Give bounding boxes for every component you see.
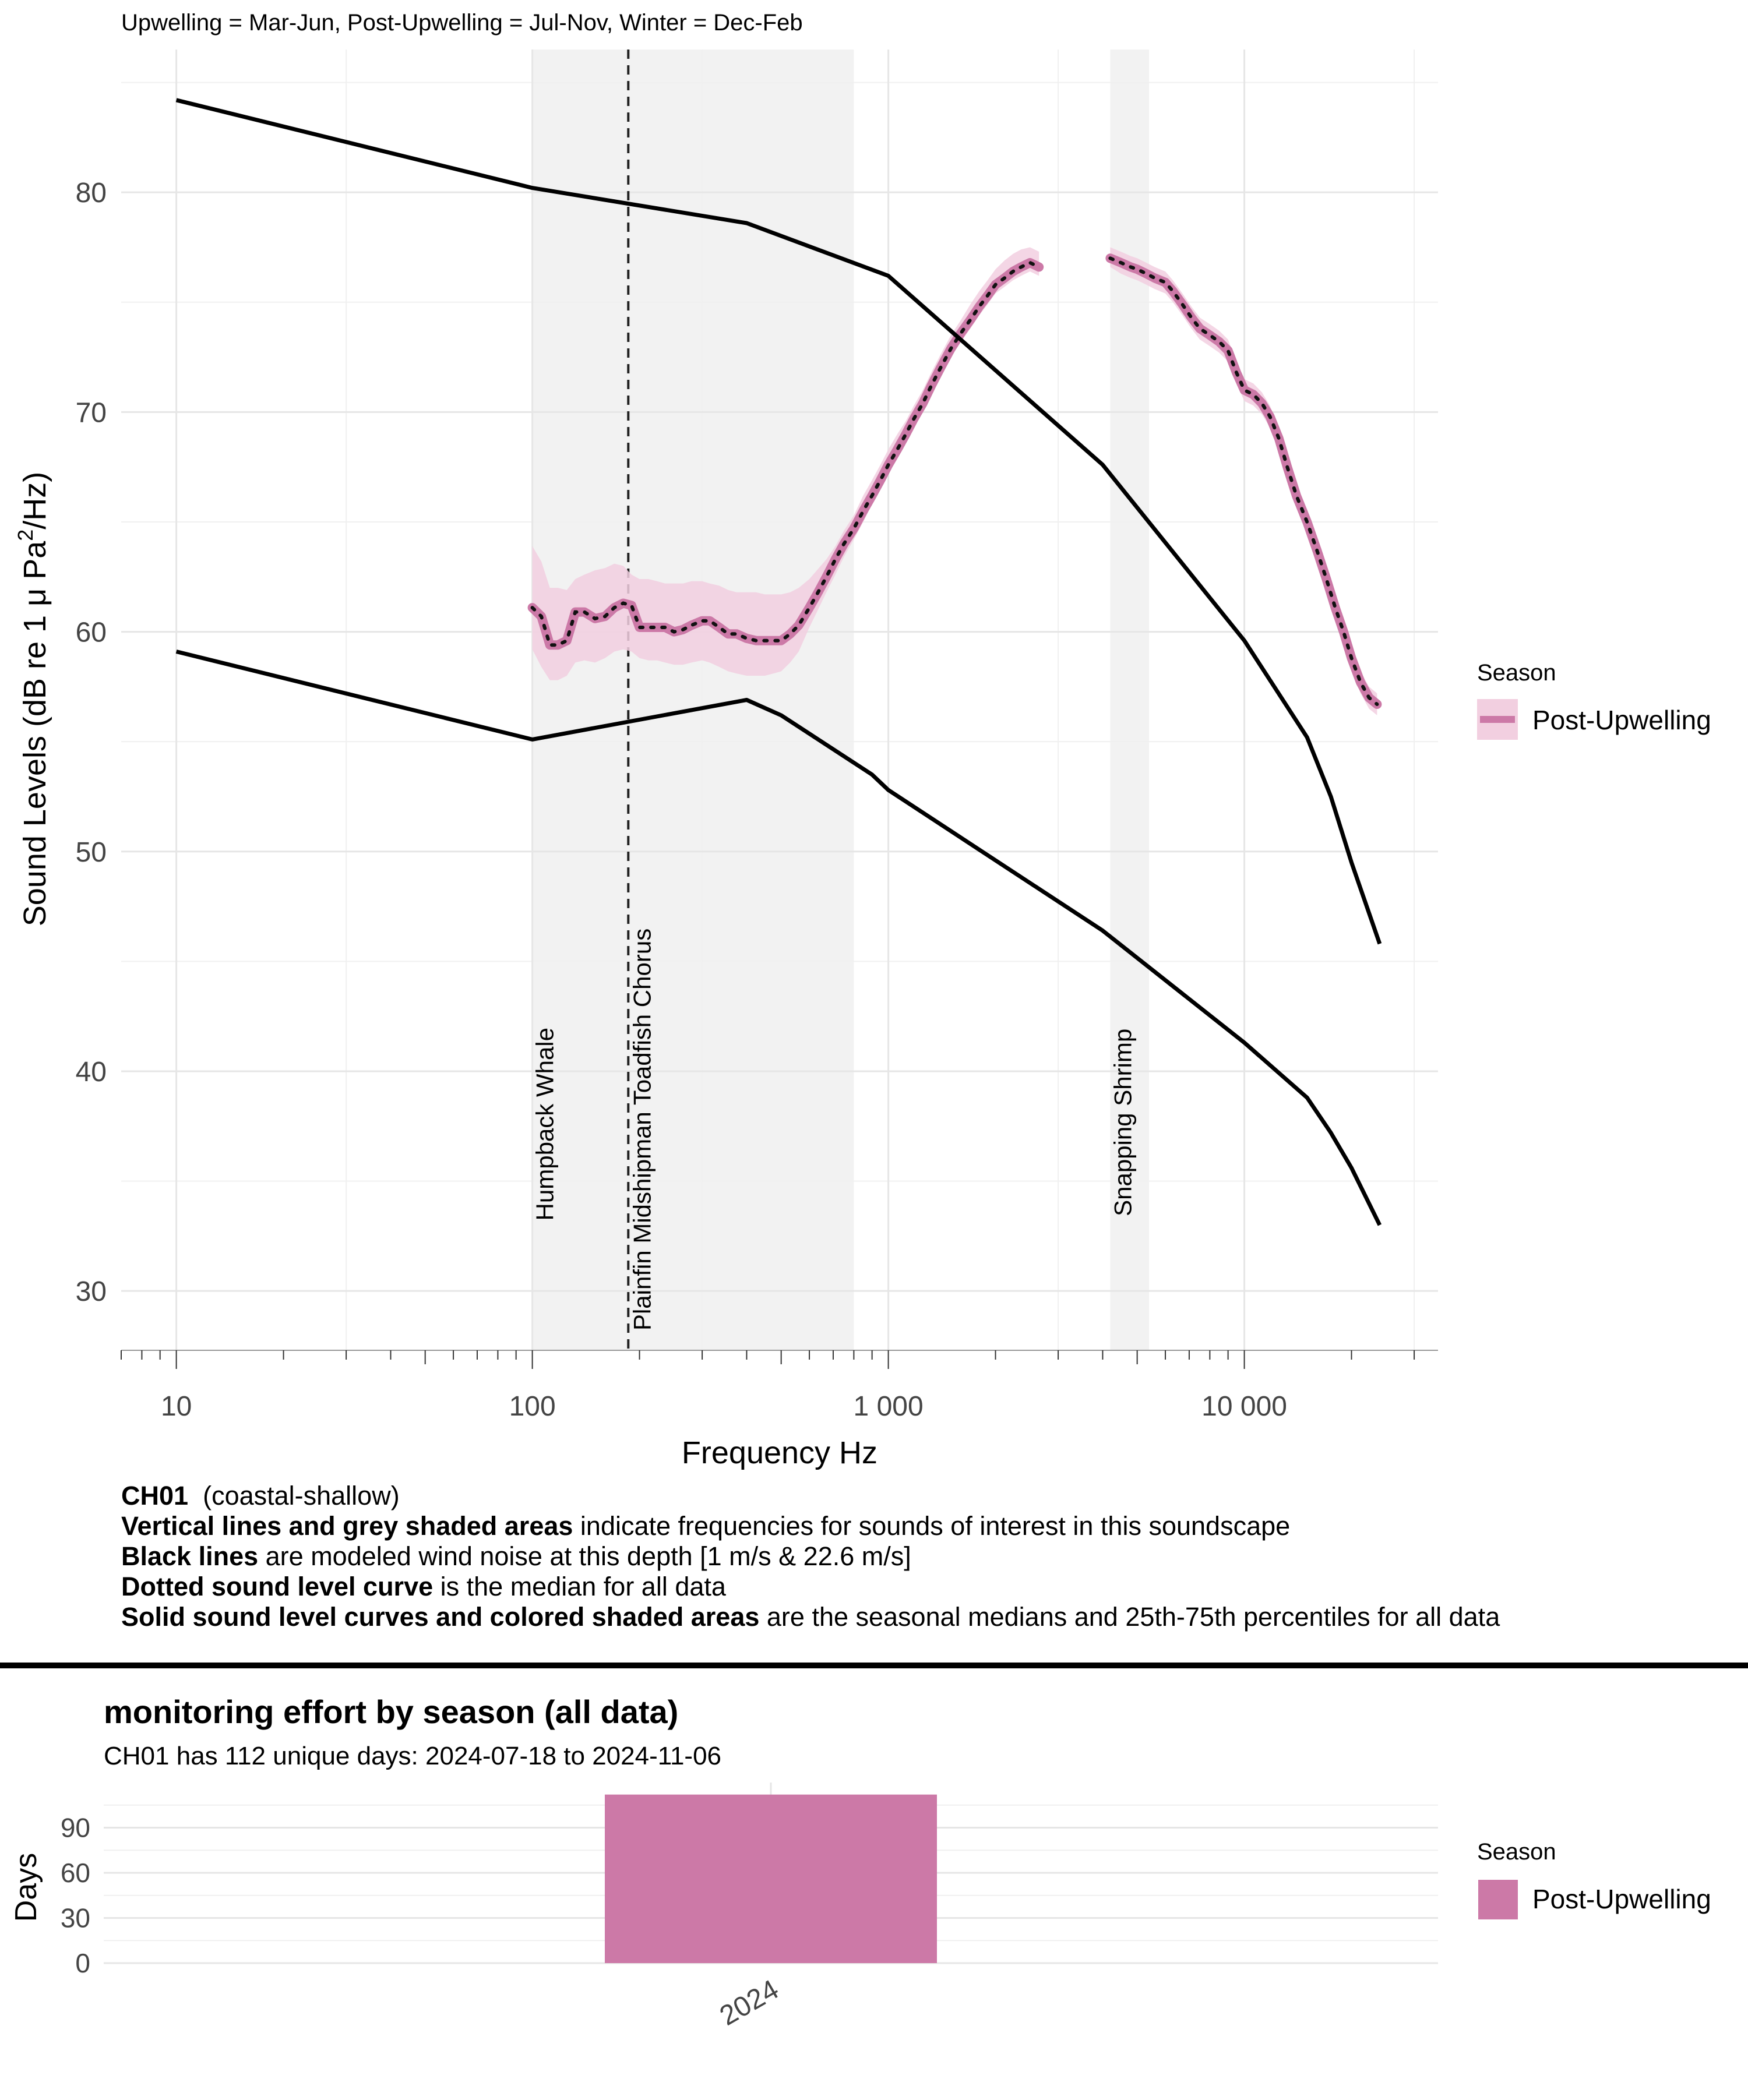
effort-legend-title: Season [1477,1839,1556,1865]
effort-y-tick-label-2: 60 [61,1858,90,1888]
y-axis-title-unit: /Hz) [17,472,52,530]
effort-legend-label: Post-Upwelling [1532,1884,1711,1914]
y-tick-label-0: 30 [76,1276,107,1307]
model-wind-line-1 [175,650,1382,1226]
shade-band-0 [532,50,854,1350]
effort-y-tick-label-3: 90 [61,1813,90,1843]
effort-title: monitoring effort by season (all data) [104,1693,679,1730]
model-wind-line-0 [175,98,1382,945]
y-tick-label-5: 80 [76,178,107,209]
effort-y-tick-label-0: 0 [75,1948,90,1978]
y-axis-title-main: Sound Levels (dB re 1 μ Pa [17,541,52,926]
x-tick-label-0: 10 [161,1391,192,1422]
y-axis-title-superscript: 2 [13,530,37,541]
overall-median-dotted-line-1 [1108,256,1379,706]
caption-line-5: Solid sound level curves and colored sha… [121,1602,1500,1632]
spectrum-plot: Humpback Whale Plainfin Midshipman Toadfi… [13,50,1438,1470]
effort-legend: Season Post-Upwelling [1477,1839,1711,1919]
y-axis-title: Sound Levels (dB re 1 μ Pa2/Hz) [13,472,52,927]
caption-line-1: CH01 (coastal-shallow) [121,1481,400,1510]
overall-median-dotted-line-0 [530,260,1041,647]
effort-plot: 0 30 60 90 2024 Days [9,1783,1438,2032]
spectrum-legend-title: Season [1477,660,1556,686]
y-tick-label-3: 60 [76,617,107,648]
annotation-label-1: Plainfin Midshipman Toadfish Chorus [628,929,656,1330]
x-tick-label-2: 1 000 [854,1391,924,1422]
figure-caption: CH01 (coastal-shallow) Vertical lines an… [121,1481,1729,1632]
annotation-label-0: Humpback Whale [531,1028,559,1220]
effort-y-tick-label-1: 30 [61,1903,90,1933]
effort-legend-key [1478,1880,1518,1919]
header-note: Upwelling = Mar-Jun, Post-Upwelling = Ju… [121,10,803,36]
spectrum-legend-label: Post-Upwelling [1532,705,1711,735]
effort-x-tick-label-0: 2024 [715,1974,784,2032]
spectrum-legend: Season Post-Upwelling [1477,660,1711,740]
y-tick-label-1: 40 [76,1057,107,1088]
effort-y-axis-title: Days [9,1853,43,1922]
caption-line-3: Black lines are modeled wind noise at th… [121,1541,911,1571]
effort-bar-2024 [605,1794,937,1963]
caption-line-4: Dotted sound level curve is the median f… [121,1572,726,1601]
caption-line-2: Vertical lines and grey shaded areas ind… [121,1511,1291,1541]
x-axis-title: Frequency Hz [682,1435,877,1470]
y-tick-label-4: 70 [76,397,107,428]
annotation-label-2: Snapping Shrimp [1109,1029,1136,1216]
section-divider [0,1663,1748,1668]
effort-subtitle: CH01 has 112 unique days: 2024-07-18 to … [104,1742,722,1770]
y-tick-label-2: 50 [76,837,107,868]
x-tick-label-3: 10 000 [1201,1391,1287,1422]
x-tick-label-1: 100 [509,1391,556,1422]
